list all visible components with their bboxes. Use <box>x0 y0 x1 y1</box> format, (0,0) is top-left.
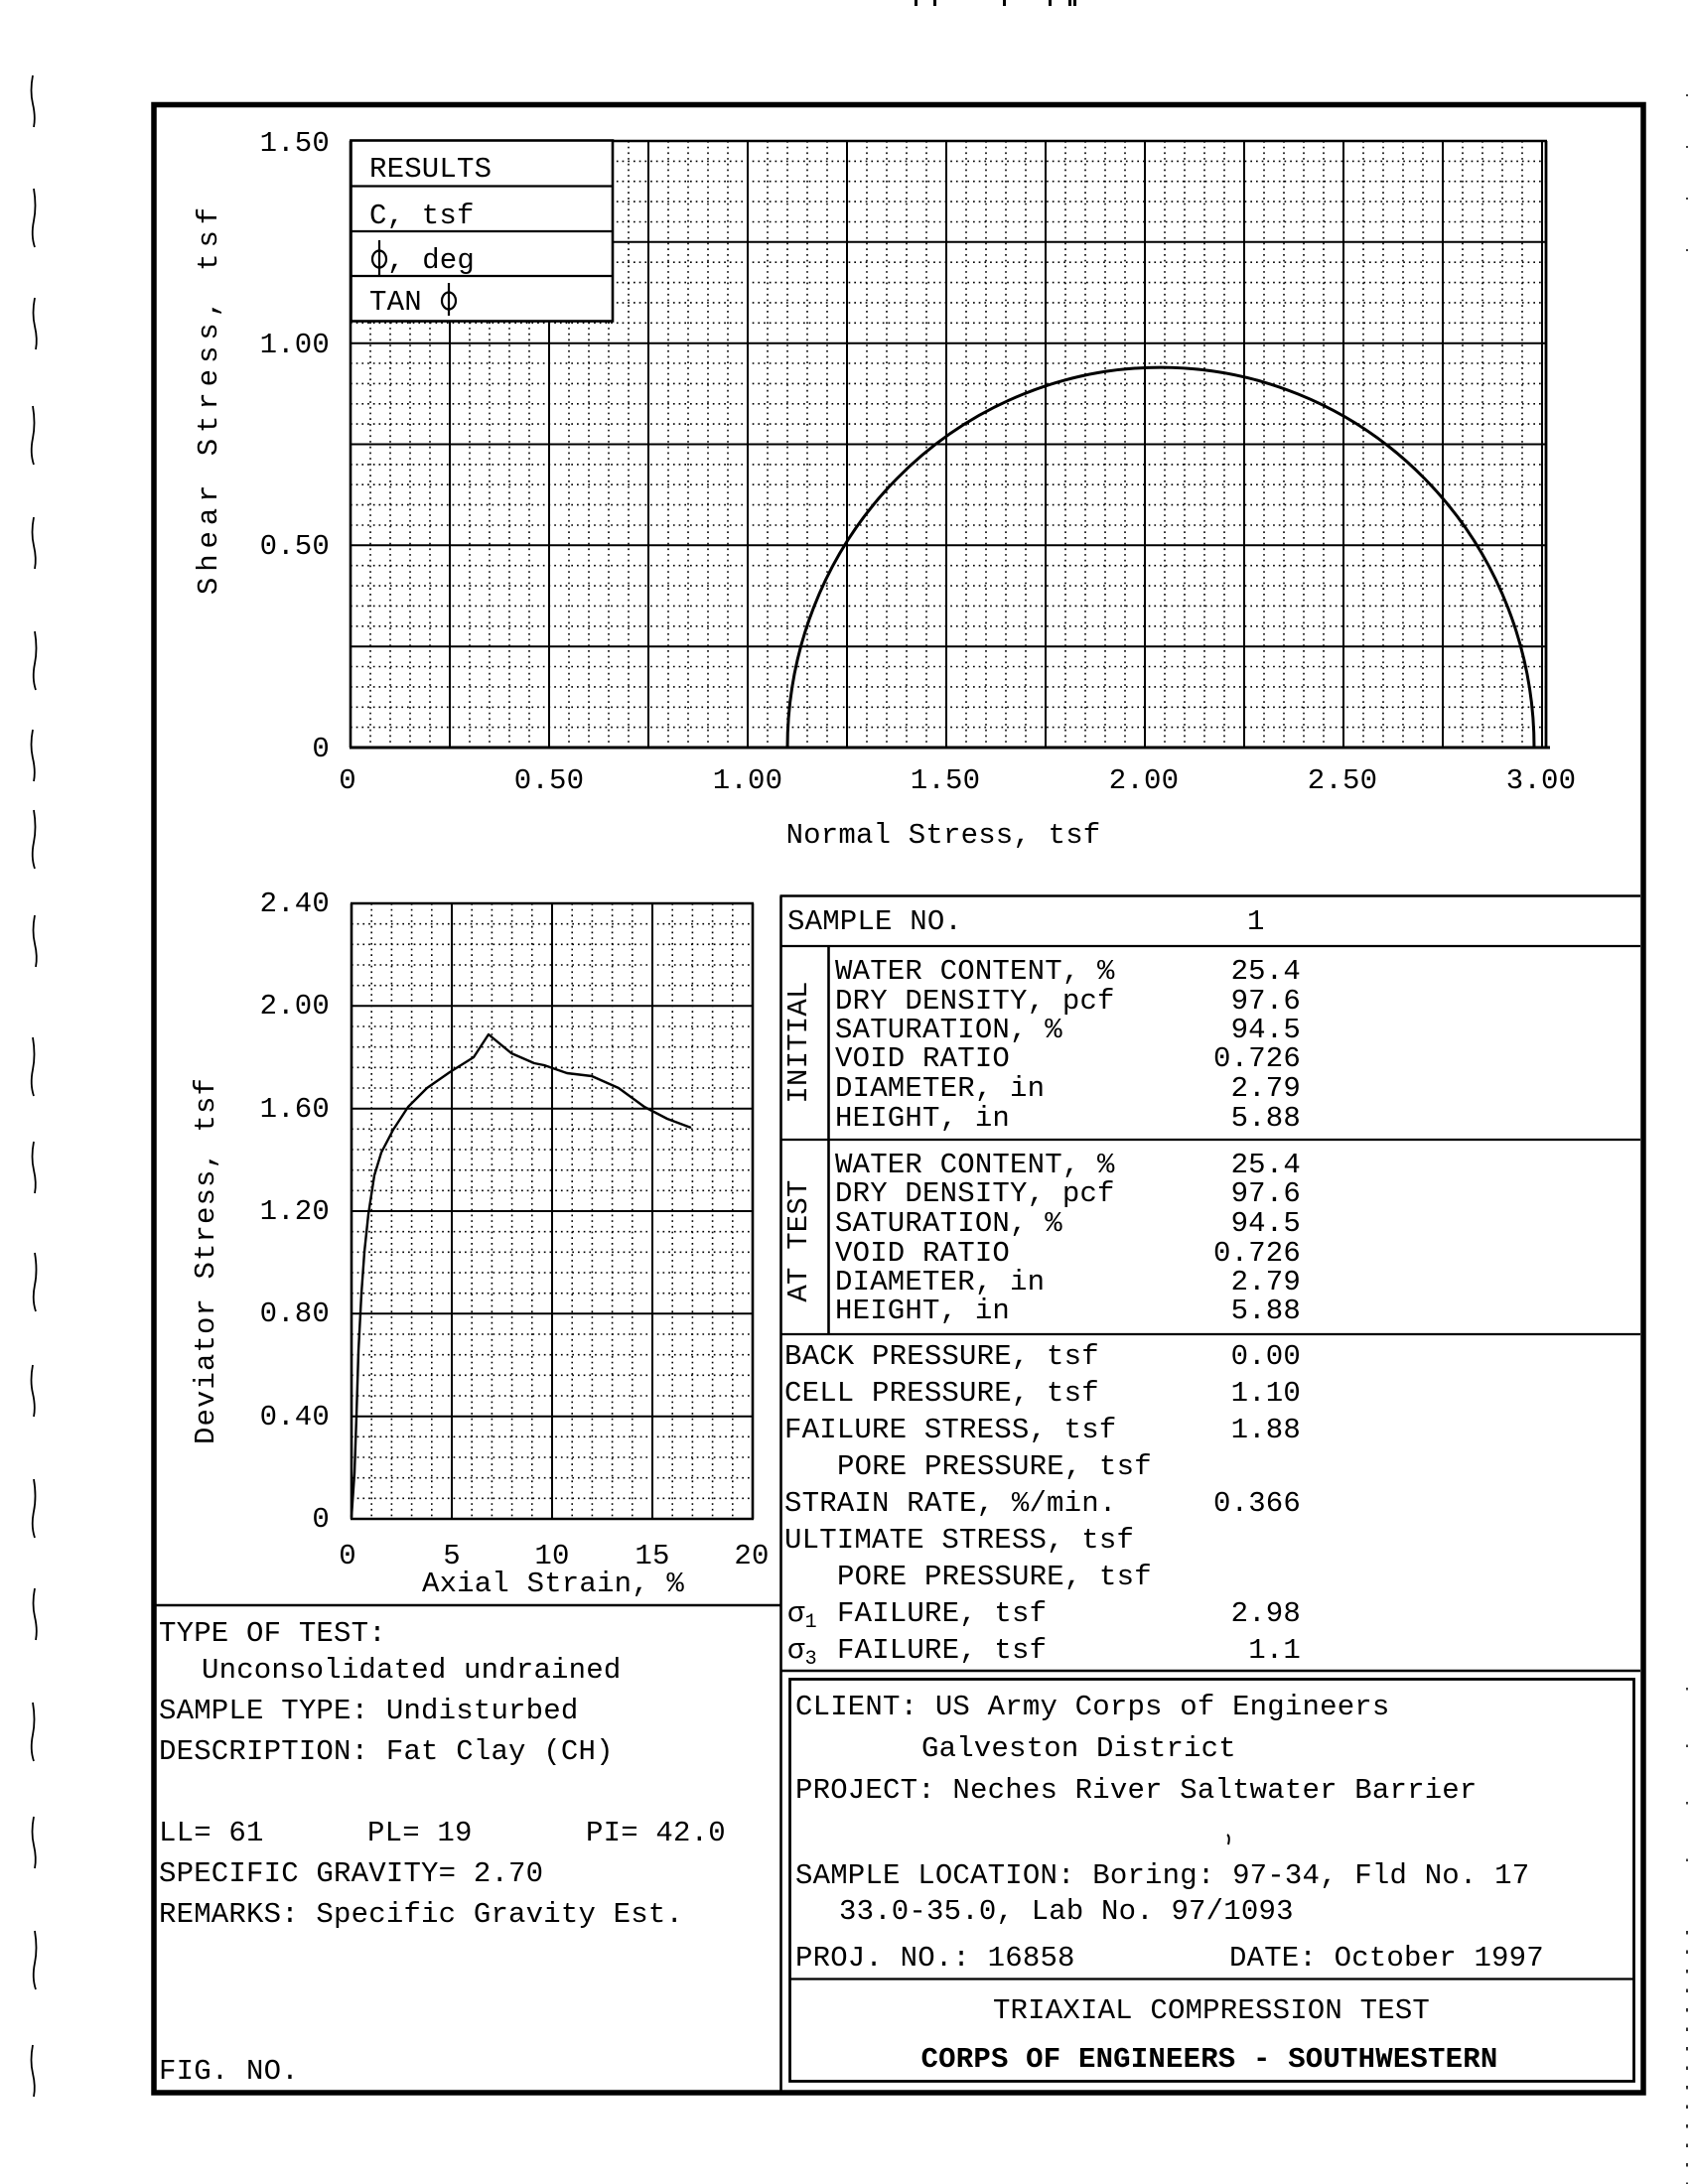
svg-text:Unconsolidated undrained: Unconsolidated undrained <box>202 1654 621 1687</box>
svg-text:15: 15 <box>634 1540 669 1572</box>
svg-text:SAMPLE LOCATION: Boring: 97-34: SAMPLE LOCATION: Boring: 97-34, Fld No. … <box>795 1859 1529 1892</box>
svg-text:LL= 61: LL= 61 <box>159 1817 264 1849</box>
svg-text:0: 0 <box>312 733 330 765</box>
svg-text:DRY DENSITY, pcf: DRY DENSITY, pcf <box>835 1177 1115 1210</box>
svg-text:DATE: October 1997: DATE: October 1997 <box>1229 1942 1544 1975</box>
svg-text:TRIAXIAL COMPRESSION TEST: TRIAXIAL COMPRESSION TEST <box>993 1994 1430 2027</box>
svg-text:0: 0 <box>312 1503 330 1536</box>
svg-text:Axial Strain, %: Axial Strain, % <box>422 1568 684 1600</box>
svg-text:2.98: 2.98 <box>1231 1597 1301 1630</box>
svg-text:2.00: 2.00 <box>260 990 330 1023</box>
svg-text:Deviator Stress, tsf: Deviator Stress, tsf <box>190 1077 222 1444</box>
svg-text:2.00: 2.00 <box>1109 764 1179 797</box>
svg-text:1.50: 1.50 <box>260 127 330 160</box>
svg-text:1: 1 <box>1247 905 1265 938</box>
svg-text:0.50: 0.50 <box>514 764 584 797</box>
svg-text:REMARKS: Specific Gravity Est.: REMARKS: Specific Gravity Est. <box>159 1898 683 1931</box>
svg-text:DIAMETER, in: DIAMETER, in <box>835 1072 1045 1105</box>
svg-text:1.50: 1.50 <box>911 764 980 797</box>
svg-text:SAMPLE NO.: SAMPLE NO. <box>787 905 962 938</box>
svg-text:0.80: 0.80 <box>260 1297 330 1330</box>
svg-text:HEIGHT, in: HEIGHT, in <box>835 1102 1010 1135</box>
svg-text:1.20: 1.20 <box>260 1195 330 1228</box>
svg-text:TYPE OF TEST:: TYPE OF TEST: <box>159 1617 386 1650</box>
svg-text:5.88: 5.88 <box>1231 1295 1301 1327</box>
svg-text:SAMPLE TYPE: Undisturbed: SAMPLE TYPE: Undisturbed <box>159 1695 578 1727</box>
svg-text:5.88: 5.88 <box>1231 1102 1301 1135</box>
svg-text:0.40: 0.40 <box>260 1401 330 1433</box>
svg-text:PI= 42.0: PI= 42.0 <box>586 1817 726 1849</box>
svg-text:VOID RATIO: VOID RATIO <box>835 1042 1010 1075</box>
svg-text:, deg: , deg <box>387 244 475 277</box>
svg-text:33.0-35.0, Lab No. 97/1093: 33.0-35.0, Lab No. 97/1093 <box>839 1895 1294 1928</box>
svg-text:1.00: 1.00 <box>260 329 330 361</box>
svg-text:PORE PRESSURE, tsf: PORE PRESSURE, tsf <box>837 1561 1152 1593</box>
svg-text:5: 5 <box>443 1540 461 1572</box>
svg-text:25.4: 25.4 <box>1231 955 1301 988</box>
svg-text:2.50: 2.50 <box>1308 764 1377 797</box>
svg-text:SATURATION, %: SATURATION, % <box>835 1014 1062 1046</box>
svg-text:PROJ. NO.: 16858: PROJ. NO.: 16858 <box>795 1942 1075 1975</box>
svg-text:RESULTS: RESULTS <box>369 153 492 186</box>
svg-text:1.60: 1.60 <box>260 1093 330 1126</box>
svg-text:AT TEST: AT TEST <box>782 1179 815 1301</box>
svg-text:0.50: 0.50 <box>260 530 330 563</box>
svg-text:3.00: 3.00 <box>1506 764 1576 797</box>
svg-text:97.6: 97.6 <box>1231 1177 1301 1210</box>
svg-text:STRAIN RATE, %/min.: STRAIN RATE, %/min. <box>784 1487 1116 1520</box>
svg-text:Normal Stress, tsf: Normal Stress, tsf <box>786 819 1101 852</box>
svg-text:INITIAL: INITIAL <box>782 981 815 1103</box>
svg-text:94.5: 94.5 <box>1231 1014 1301 1046</box>
svg-text:97.6: 97.6 <box>1231 985 1301 1018</box>
svg-text:PL= 19: PL= 19 <box>367 1817 473 1849</box>
svg-text:94.5: 94.5 <box>1231 1207 1301 1240</box>
svg-text:ULTIMATE STRESS, tsf: ULTIMATE STRESS, tsf <box>784 1524 1134 1557</box>
svg-text:0.366: 0.366 <box>1213 1487 1301 1520</box>
svg-text:C, tsf: C, tsf <box>369 200 475 232</box>
svg-text:0.00: 0.00 <box>1231 1340 1301 1373</box>
svg-text:WATER CONTENT, %: WATER CONTENT, % <box>835 1149 1115 1181</box>
svg-text:0.726: 0.726 <box>1213 1237 1301 1270</box>
svg-text:DRY DENSITY, pcf: DRY DENSITY, pcf <box>835 985 1115 1018</box>
svg-text:SPECIFIC GRAVITY= 2.70: SPECIFIC GRAVITY= 2.70 <box>159 1857 543 1890</box>
svg-text:HEIGHT, in: HEIGHT, in <box>835 1295 1010 1327</box>
svg-text:1.00: 1.00 <box>713 764 782 797</box>
svg-text:0.726: 0.726 <box>1213 1042 1301 1075</box>
svg-text:1.1: 1.1 <box>1248 1634 1301 1667</box>
svg-text:CORPS OF ENGINEERS - SOUTHWEST: CORPS OF ENGINEERS - SOUTHWESTERN <box>921 2043 1498 2076</box>
svg-text:2.79: 2.79 <box>1231 1266 1301 1298</box>
svg-text:2.79: 2.79 <box>1231 1072 1301 1105</box>
svg-text:1.10: 1.10 <box>1231 1377 1301 1410</box>
svg-text:FIG. NO.: FIG. NO. <box>159 2055 299 2088</box>
svg-text:CLIENT: US Army Corps of Engin: CLIENT: US Army Corps of Engineers <box>795 1691 1390 1723</box>
svg-text:TAN: TAN <box>369 286 422 319</box>
svg-text:SATURATION, %: SATURATION, % <box>835 1207 1062 1240</box>
svg-text:BACK PRESSURE, tsf: BACK PRESSURE, tsf <box>784 1340 1099 1373</box>
svg-text:25.4: 25.4 <box>1231 1149 1301 1181</box>
svg-text:VOID RATIO: VOID RATIO <box>835 1237 1010 1270</box>
svg-text:WATER CONTENT, %: WATER CONTENT, % <box>835 955 1115 988</box>
svg-text:0: 0 <box>339 1540 356 1572</box>
svg-text:Shear Stress, tsf: Shear Stress, tsf <box>193 202 225 595</box>
svg-text:Galveston District: Galveston District <box>921 1732 1236 1765</box>
svg-text:0: 0 <box>339 764 356 797</box>
svg-text:20: 20 <box>734 1540 769 1572</box>
svg-text:1.88: 1.88 <box>1231 1414 1301 1446</box>
svg-text:DIAMETER, in: DIAMETER, in <box>835 1266 1045 1298</box>
svg-text:FAILURE STRESS, tsf: FAILURE STRESS, tsf <box>784 1414 1116 1446</box>
svg-text:2.40: 2.40 <box>260 887 330 920</box>
svg-text:10: 10 <box>534 1540 569 1572</box>
svg-text:DESCRIPTION: Fat Clay (CH): DESCRIPTION: Fat Clay (CH) <box>159 1735 614 1768</box>
svg-text:PROJECT: Neches River Saltwate: PROJECT: Neches River Saltwater Barrier <box>795 1774 1478 1807</box>
svg-text:PORE PRESSURE, tsf: PORE PRESSURE, tsf <box>837 1450 1152 1483</box>
svg-text:CELL PRESSURE, tsf: CELL PRESSURE, tsf <box>784 1377 1099 1410</box>
